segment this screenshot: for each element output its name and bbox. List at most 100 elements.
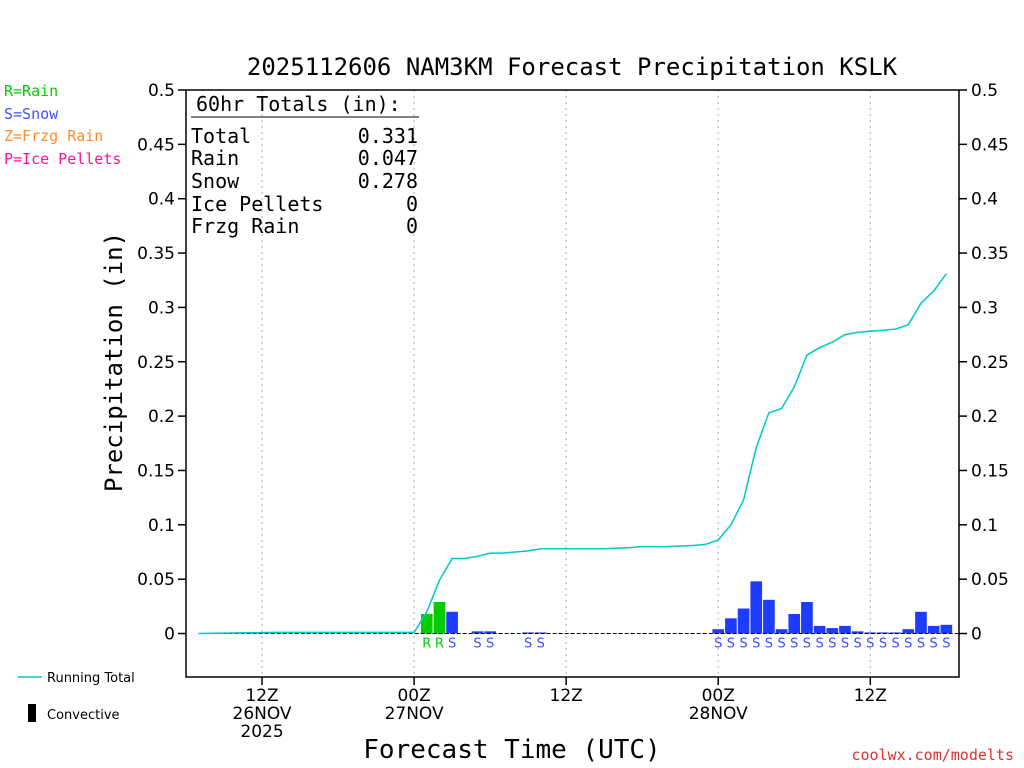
precip-type-letter: S xyxy=(866,637,874,652)
precip-type-letter: S xyxy=(486,637,494,652)
precip-type-letter: S xyxy=(739,637,747,652)
precip-type-letter: S xyxy=(930,637,938,652)
y-tick-label-left: 0.15 xyxy=(137,461,175,481)
x-tick-label: 12Z xyxy=(854,686,887,706)
precip-type-letter: S xyxy=(448,637,456,652)
precip-type-letter: S xyxy=(473,637,481,652)
legend-frzg-rain: Z=Frzg Rain xyxy=(4,127,103,145)
precip-bar xyxy=(877,632,889,634)
y-tick-label-right: 0.1 xyxy=(971,516,998,536)
x-tick-label: 2025 xyxy=(240,722,283,742)
precip-bar xyxy=(522,632,534,634)
precip-bar xyxy=(927,625,940,634)
precip-bar xyxy=(471,631,484,634)
x-tick-label: 27NOV xyxy=(385,704,444,724)
y-tick-label-left: 0.3 xyxy=(148,298,175,318)
legend-rain: R=Rain xyxy=(4,82,58,100)
totals-label-frzg-rain: Frzg Rain xyxy=(191,214,299,238)
y-tick-label-left: 0 xyxy=(164,625,175,645)
precip-bar xyxy=(889,632,902,634)
precip-type-letter: S xyxy=(752,637,760,652)
precip-type-letter: S xyxy=(904,637,912,652)
precip-bar xyxy=(446,611,458,634)
precip-type-letter: S xyxy=(765,637,773,652)
y-tick-label-right: 0.15 xyxy=(971,461,1009,481)
x-tick-label: 12Z xyxy=(245,686,278,706)
legend-running-total: Running Total xyxy=(47,671,135,686)
precip-bar xyxy=(851,631,864,634)
precip-type-letter: S xyxy=(917,637,925,652)
precip-type-letter: S xyxy=(524,637,532,652)
precip-bar xyxy=(737,608,750,634)
precip-type-letter: S xyxy=(879,637,887,652)
grid-lines xyxy=(261,90,871,677)
y-tick-label-left: 0.1 xyxy=(148,516,175,536)
precip-type-letter: S xyxy=(790,637,798,652)
precip-type-letter: S xyxy=(537,637,545,652)
y-tick-label-right: 0.3 xyxy=(971,298,998,318)
precip-bar xyxy=(725,618,737,634)
y-tick-label-left: 0.45 xyxy=(137,135,175,155)
x-tick-label: 00Z xyxy=(702,686,735,706)
precip-bar xyxy=(915,611,927,634)
plot-frame xyxy=(185,89,960,678)
footer-credit: coolwx.com/modelts xyxy=(851,746,1014,764)
totals-label-snow: Snow xyxy=(191,169,240,193)
x-axis-title: Forecast Time (UTC) xyxy=(363,735,660,765)
precip-type-letter: S xyxy=(714,637,722,652)
precip-bar xyxy=(534,632,547,634)
precip-bar xyxy=(813,625,826,634)
y-axis-right: 0 0.05 0.1 0.15 0.2 0.25 0.3 0.35 0.4 0.45 0.5 xyxy=(959,81,1009,645)
totals-box: 60hr Totals (in): Total 0.331 Rain 0.047… xyxy=(191,92,419,238)
totals-label-rain: Rain xyxy=(191,146,239,170)
totals-label-ice-pellets: Ice Pellets xyxy=(191,192,323,216)
y-tick-label-left: 0.35 xyxy=(137,244,175,264)
precip-bar xyxy=(826,628,839,634)
precip-bar xyxy=(801,601,813,634)
precip-bar xyxy=(750,581,763,634)
totals-value-snow: 0.278 xyxy=(358,169,418,193)
y-tick-label-right: 0.2 xyxy=(971,407,998,427)
y-tick-label-left: 0.4 xyxy=(148,190,175,210)
precip-type-letter: R xyxy=(422,637,431,652)
precip-bar xyxy=(712,629,725,634)
precip-type-letter: S xyxy=(803,637,811,652)
y-tick-label-right: 0.35 xyxy=(971,244,1009,264)
precip-bar xyxy=(484,631,496,634)
precip-type-letter: S xyxy=(853,637,861,652)
precip-bar xyxy=(902,629,915,634)
precip-type-letter: S xyxy=(892,637,900,652)
precip-bar xyxy=(433,601,446,634)
precip-type-letter: S xyxy=(815,637,823,652)
y-tick-label-right: 0.05 xyxy=(971,570,1009,590)
precip-type-letter: S xyxy=(828,637,836,652)
bar-series xyxy=(420,581,953,634)
y-axis-title: Precipitation (in) xyxy=(100,232,128,492)
precip-type-letter: R xyxy=(435,637,444,652)
chart-title: 2025112606 NAM3KM Forecast Precipitation… xyxy=(247,53,898,81)
y-tick-label-right: 0.45 xyxy=(971,135,1009,155)
totals-value-frzg-rain: 0 xyxy=(406,214,418,238)
precip-bar xyxy=(763,599,775,634)
precip-bar xyxy=(839,625,851,634)
precip-bar xyxy=(864,632,877,634)
y-tick-label-left: 0.05 xyxy=(137,570,175,590)
y-tick-label-left: 0.25 xyxy=(137,353,175,373)
y-tick-label-right: 0.4 xyxy=(971,190,998,210)
totals-value-rain: 0.047 xyxy=(358,146,418,170)
y-tick-label-right: 0.25 xyxy=(971,353,1009,373)
precip-bar xyxy=(940,624,953,634)
convective-swatch xyxy=(28,704,36,722)
x-tick-label: 00Z xyxy=(397,686,430,706)
totals-value-ice-pellets: 0 xyxy=(406,192,418,216)
precip-type-letter: S xyxy=(777,637,785,652)
x-tick-label: 26NOV xyxy=(233,704,292,724)
y-tick-label-left: 0.2 xyxy=(148,407,175,427)
y-tick-label-right: 0 xyxy=(971,625,982,645)
x-tick-label: 12Z xyxy=(550,686,583,706)
precip-type-letter: S xyxy=(727,637,735,652)
legend-convective: Convective xyxy=(47,708,120,723)
